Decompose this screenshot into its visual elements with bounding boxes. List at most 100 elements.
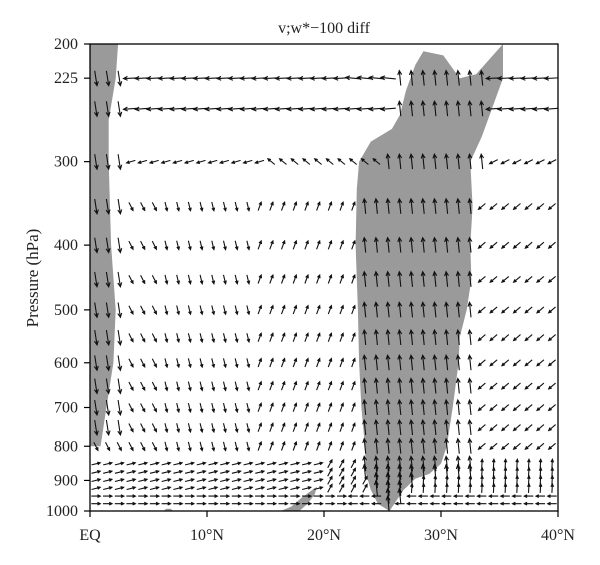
vector-arrow bbox=[408, 455, 414, 472]
vector-arrow bbox=[408, 69, 414, 86]
vector-arrow bbox=[408, 354, 414, 371]
vector-arrow bbox=[489, 306, 498, 314]
vector-arrow bbox=[103, 478, 114, 483]
vector-arrow bbox=[511, 494, 522, 498]
vector-arrow bbox=[455, 69, 461, 86]
vector-arrow bbox=[420, 100, 426, 117]
vector-arrow bbox=[362, 270, 368, 287]
vector-arrow bbox=[373, 437, 379, 454]
vector-arrow bbox=[128, 333, 134, 343]
vector-arrow bbox=[222, 441, 227, 452]
vector-arrow bbox=[231, 501, 243, 506]
vector-arrow bbox=[477, 334, 486, 342]
vector-arrow bbox=[199, 441, 204, 452]
vector-arrow bbox=[489, 241, 498, 249]
vector-arrow bbox=[290, 478, 301, 483]
vector-arrow bbox=[302, 494, 313, 498]
vector-arrow bbox=[536, 442, 545, 451]
vector-arrow bbox=[246, 305, 251, 316]
vector-arrow bbox=[304, 332, 309, 342]
vector-arrow bbox=[128, 423, 134, 433]
vector-arrow bbox=[546, 159, 557, 165]
vector-arrow bbox=[246, 381, 251, 392]
vector-arrow bbox=[164, 305, 169, 316]
vector-arrow bbox=[140, 358, 146, 368]
vector-arrow bbox=[547, 306, 556, 314]
vector-arrow bbox=[164, 423, 169, 434]
vector-arrow bbox=[149, 486, 160, 491]
vector-arrow bbox=[373, 455, 379, 472]
vector-arrow bbox=[362, 398, 368, 416]
vector-arrow bbox=[350, 467, 356, 477]
vector-arrow bbox=[487, 494, 499, 498]
vector-arrow bbox=[489, 334, 498, 342]
vector-arrow bbox=[161, 469, 172, 474]
vector-arrow bbox=[149, 501, 161, 506]
vector-arrow bbox=[547, 241, 556, 249]
vector-arrow bbox=[373, 270, 379, 287]
vector-arrow bbox=[184, 494, 196, 498]
vector-arrow bbox=[292, 380, 298, 391]
vector-arrow bbox=[362, 354, 368, 371]
vector-arrow bbox=[385, 479, 391, 496]
vector-arrow bbox=[467, 354, 473, 371]
vector-arrow bbox=[243, 469, 254, 474]
vector-arrow bbox=[489, 404, 498, 412]
vector-arrow bbox=[397, 418, 403, 436]
vector-arrow bbox=[269, 380, 274, 391]
vector-arrow bbox=[138, 486, 149, 491]
vector-arrow bbox=[117, 355, 123, 372]
vector-arrow bbox=[176, 333, 181, 344]
vector-arrow bbox=[339, 304, 344, 315]
vector-arrow bbox=[351, 273, 356, 284]
vector-arrow bbox=[128, 275, 134, 285]
vector-arrow bbox=[455, 100, 461, 117]
vector-arrow bbox=[196, 469, 207, 474]
vector-arrow bbox=[199, 423, 204, 434]
vector-arrow bbox=[149, 469, 160, 474]
vector-arrow bbox=[316, 357, 321, 368]
vector-arrow bbox=[385, 494, 391, 511]
vector-arrow bbox=[408, 152, 414, 170]
vector-arrow bbox=[444, 328, 449, 346]
vector-arrow bbox=[476, 501, 487, 506]
vector-arrow bbox=[432, 377, 438, 394]
vector-arrow bbox=[444, 377, 449, 394]
vector-arrow bbox=[547, 424, 556, 432]
vector-arrow bbox=[176, 358, 181, 369]
vector-arrow bbox=[432, 437, 438, 454]
vector-arrow bbox=[257, 440, 263, 451]
vector-arrow bbox=[290, 494, 301, 498]
y-tick-label: 600 bbox=[54, 355, 78, 372]
vector-arrow bbox=[117, 70, 123, 87]
vector-arrow bbox=[128, 305, 134, 316]
vector-arrow bbox=[489, 359, 498, 367]
vector-arrow bbox=[397, 100, 403, 117]
y-tick-label: 500 bbox=[54, 302, 78, 319]
vector-arrow bbox=[489, 203, 498, 211]
vector-arrow bbox=[117, 302, 123, 319]
y-tick-label: 200 bbox=[54, 36, 78, 53]
vector-arrow bbox=[420, 270, 426, 287]
vector-arrow bbox=[105, 70, 111, 87]
x-axis: EQ 10°N 20°N 30°N 40°N bbox=[79, 511, 575, 544]
vector-arrow bbox=[444, 236, 449, 253]
vector-arrow bbox=[208, 478, 219, 483]
vector-arrow bbox=[444, 437, 449, 454]
vector-arrow bbox=[234, 305, 239, 316]
vector-arrow bbox=[550, 474, 555, 485]
vector-arrow bbox=[524, 306, 533, 314]
vector-arrow bbox=[140, 423, 146, 433]
vector-arrow bbox=[397, 197, 403, 214]
chart-title: v;w*−100 diff bbox=[278, 20, 371, 37]
vector-arrow bbox=[547, 442, 556, 451]
vector-arrow bbox=[151, 275, 157, 285]
vector-arrow bbox=[420, 354, 426, 371]
vector-arrow bbox=[304, 304, 309, 315]
vector-arrow bbox=[255, 469, 266, 474]
vector-arrow bbox=[410, 482, 414, 493]
vector-arrow bbox=[199, 402, 204, 414]
vector-arrow bbox=[397, 69, 403, 86]
vector-arrow bbox=[278, 494, 289, 498]
vector-arrow bbox=[337, 501, 348, 506]
